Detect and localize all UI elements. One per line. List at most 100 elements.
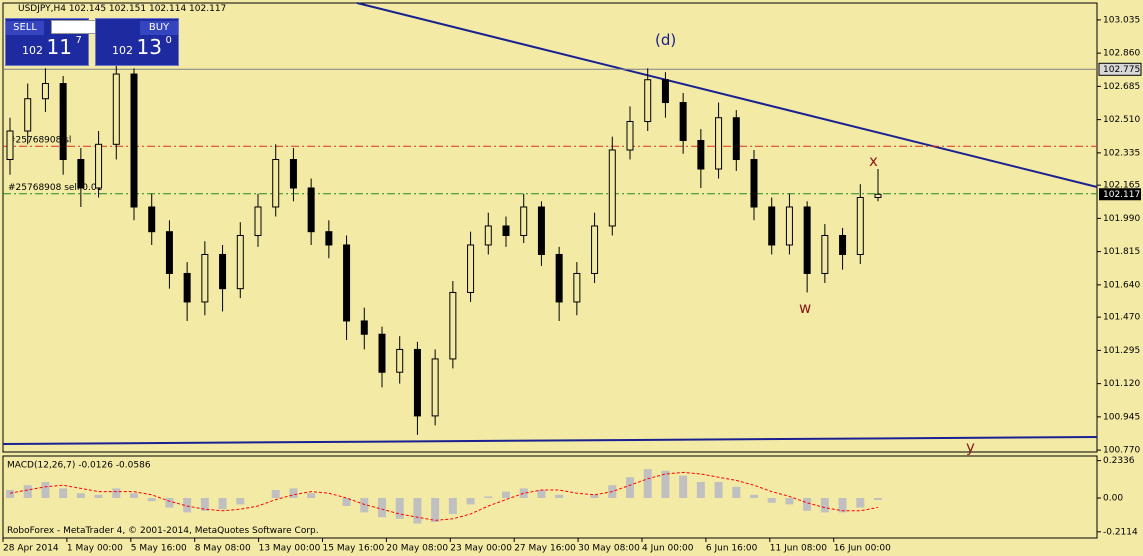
macd-bar xyxy=(767,498,776,503)
macd-bar xyxy=(448,498,457,514)
candle-body xyxy=(360,320,368,335)
macd-bar xyxy=(59,488,68,498)
sell-label[interactable]: SELL xyxy=(6,21,44,35)
candle-body xyxy=(413,348,421,417)
macd-bar xyxy=(378,498,386,518)
macd-bar xyxy=(626,477,634,498)
x-tick-label: 6 Jun 16:00 xyxy=(706,544,758,554)
order-label: #25768908 sell 0.01 xyxy=(8,183,102,193)
candle-body xyxy=(325,231,333,246)
candle-body xyxy=(219,253,227,290)
macd-bar xyxy=(838,498,847,513)
price-main: 11 xyxy=(46,35,72,59)
macd-bar xyxy=(732,486,741,498)
main-frame xyxy=(2,2,1098,453)
order-label: #25768908 sl xyxy=(8,136,71,146)
macd-bar xyxy=(590,494,599,498)
x-tick-label: 27 May 16:00 xyxy=(514,544,576,554)
candle-body xyxy=(715,117,723,170)
y-tick-label: 100.945 xyxy=(1103,412,1140,422)
macd-bar xyxy=(165,498,174,508)
y-tick-label: 101.640 xyxy=(1103,280,1140,290)
macd-bar xyxy=(874,498,882,501)
y-tick-label: 101.470 xyxy=(1103,313,1140,323)
candle-body xyxy=(41,83,49,100)
candle-body xyxy=(591,225,599,274)
macd-bar xyxy=(750,494,758,498)
candle-body xyxy=(856,196,864,255)
y-tick-label: 100.770 xyxy=(1103,446,1140,456)
x-tick-label: 8 May 08:00 xyxy=(195,544,251,554)
macd-bar xyxy=(555,494,564,498)
candle-body xyxy=(396,348,404,373)
price-prefix: 102 xyxy=(22,44,43,57)
footer: RoboForex - MetaTrader 4, © 2001-2014, M… xyxy=(7,526,319,536)
macd-bar xyxy=(803,498,812,511)
signal-line xyxy=(9,471,879,521)
candle-body xyxy=(484,225,492,246)
candle-body xyxy=(307,187,315,233)
macd-bar xyxy=(271,490,280,498)
y-tick-label: 0.2336 xyxy=(1103,456,1135,466)
x-tick-label: 28 Apr 2014 xyxy=(3,544,59,554)
macd-bar xyxy=(41,482,50,498)
candle-body xyxy=(343,244,351,322)
macd-bar xyxy=(714,482,723,498)
candle-body xyxy=(644,79,652,123)
x-tick-label: 20 May 08:00 xyxy=(386,544,448,554)
macd-bar xyxy=(130,493,138,498)
macd-bar xyxy=(200,498,209,511)
candle-body xyxy=(201,253,209,303)
macd-bar xyxy=(342,498,351,506)
candle-body xyxy=(839,234,847,255)
price-prefix: 102 xyxy=(112,44,133,57)
macd-title: MACD(12,26,7) -0.0126 -0.0586 xyxy=(7,461,151,471)
candle-body xyxy=(254,206,262,236)
macd-bar xyxy=(679,475,688,498)
buy-label[interactable]: BUY xyxy=(140,21,178,35)
current-box xyxy=(1099,188,1141,201)
macd-bar xyxy=(395,498,404,519)
x-tick-label: 11 Jun 08:00 xyxy=(770,544,827,554)
price-main: 13 xyxy=(136,35,162,59)
trend-line xyxy=(356,2,1098,188)
buy-price[interactable]: 102 13 0 xyxy=(112,35,172,59)
macd-bar xyxy=(696,482,705,498)
y-tick-label: 102.510 xyxy=(1103,115,1140,125)
candle-body xyxy=(697,140,705,170)
candle-body xyxy=(537,206,545,255)
macd-bar xyxy=(94,494,103,498)
trade-panel: SELL 102 11 7 0.01 BUY 102 13 0 xyxy=(5,18,181,66)
candle-body xyxy=(289,159,297,189)
macd-bar xyxy=(147,498,156,502)
buy-button[interactable]: BUY 102 13 0 xyxy=(95,18,179,66)
candle-body xyxy=(803,206,811,274)
sell-price[interactable]: 102 11 7 xyxy=(22,35,82,59)
macd-bar xyxy=(820,498,829,513)
candle-body xyxy=(165,231,173,274)
price-sup: 7 xyxy=(75,35,82,46)
x-tick-label: 30 May 08:00 xyxy=(578,544,640,554)
macd-bar xyxy=(466,498,475,505)
candle-body xyxy=(449,291,457,360)
candle-body xyxy=(821,234,829,274)
macd-bar xyxy=(413,498,422,524)
macd-bar xyxy=(502,491,510,498)
macd-bar xyxy=(856,498,865,508)
candle-body xyxy=(378,333,386,373)
candle-body xyxy=(520,206,528,236)
macd-bar xyxy=(307,493,316,498)
y-tick-label: 0.00 xyxy=(1103,494,1123,504)
support-line xyxy=(2,436,1098,445)
candle-body xyxy=(272,159,280,208)
macd-bar xyxy=(661,470,670,498)
annotation: w xyxy=(799,299,812,317)
candle-body xyxy=(59,83,67,161)
annotation: y xyxy=(966,438,975,456)
macd-bar xyxy=(643,469,652,498)
macd-bar xyxy=(484,496,493,498)
y-tick-label: 102.860 xyxy=(1103,49,1140,59)
candle-body xyxy=(112,73,120,145)
y-tick-label: 102.685 xyxy=(1103,82,1140,92)
candle-body xyxy=(750,159,758,208)
